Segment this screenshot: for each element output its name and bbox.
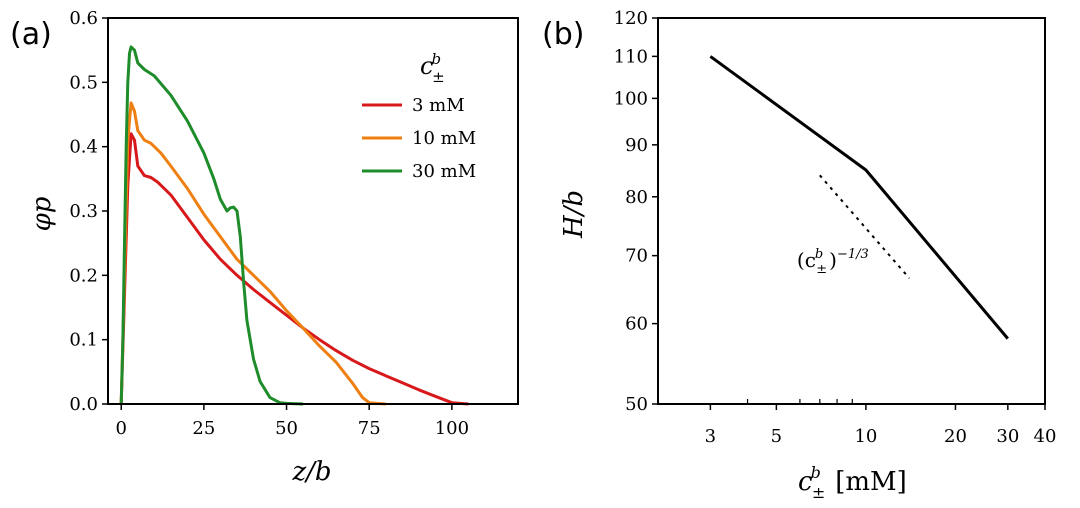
x-tick-label: 20 [944, 426, 967, 447]
panel-b-x-label-sub: ± [812, 483, 825, 502]
panel-a-x-axis-label: z/b [291, 457, 331, 487]
y-tick-label: 120 [614, 8, 648, 29]
x-tick-label: 5 [771, 426, 782, 447]
panel-b-label: (b) [542, 17, 584, 52]
slope-annotation-base: (c [797, 248, 816, 272]
reference-slope-line [819, 174, 911, 279]
panel-b-x-label-base: c [798, 467, 813, 497]
panel-b-x-ticks: 3 5 10 20 30 40 [705, 399, 1057, 447]
panel-a: (a) 0 25 50 75 100 0.0 0.1 0.2 0.3 0.4 0.5 0.6 z/b… [10, 8, 519, 487]
panel-a-label: (a) [10, 17, 52, 52]
panel-b-x-label-sup: b [811, 463, 821, 482]
legend-title-sub: ± [432, 68, 445, 86]
panel-b-series-group [709, 55, 1009, 340]
series-line-10mm [119, 101, 386, 406]
y-tick-label: 80 [625, 187, 648, 208]
legend-label-3mm: 3 mM [412, 95, 465, 116]
slope-annotation-sub: ± [816, 262, 827, 277]
y-tick-label: 100 [614, 88, 648, 109]
h-over-b-line [709, 55, 1009, 340]
y-tick-label: 60 [625, 314, 648, 335]
panel-a-frame [107, 17, 519, 405]
panel-b-x-axis-label: cb ± [mM] [798, 463, 907, 502]
panel-a-series-group [119, 45, 469, 406]
legend-title: cb ± [420, 50, 445, 86]
panel-b-y-ticks: 50 60 70 80 90 100 110 120 [614, 8, 658, 415]
legend-title-sup: b [431, 50, 441, 68]
y-tick-label: 0.0 [69, 394, 98, 415]
legend-label-30mm: 30 mM [412, 161, 476, 182]
y-tick-label: 50 [625, 394, 648, 415]
panel-a-x-ticks: 0 25 50 75 100 [115, 404, 469, 439]
y-tick-label: 90 [625, 135, 648, 156]
y-tick-label: 0.2 [69, 265, 98, 286]
x-tick-label: 30 [996, 426, 1019, 447]
x-tick-label: 40 [1034, 426, 1057, 447]
panel-a-legend: cb ± 3 mM 10 mM 30 mM [362, 50, 476, 182]
panel-b-frame [657, 17, 1046, 405]
panel-b-y-axis-label: H/b [559, 190, 589, 239]
slope-annotation: (cb ±)−1/3 [797, 247, 869, 277]
y-tick-label: 0.3 [69, 201, 98, 222]
slope-annotation-sup: b [815, 247, 823, 262]
y-tick-label: 0.4 [69, 137, 98, 158]
x-tick-label: 50 [275, 418, 298, 439]
x-tick-label: 75 [358, 418, 381, 439]
x-tick-label: 25 [192, 418, 215, 439]
x-tick-label: 10 [854, 426, 877, 447]
y-tick-label: 0.5 [69, 72, 98, 93]
legend-label-10mm: 10 mM [412, 128, 476, 149]
y-tick-label: 0.6 [69, 8, 98, 29]
panel-b-x-label-unit: [mM] [835, 467, 907, 497]
x-tick-label: 3 [705, 426, 716, 447]
slope-annotation-close: ) [829, 248, 837, 272]
x-tick-label: 100 [435, 418, 469, 439]
panel-a-y-axis-label: φp [27, 196, 57, 231]
y-tick-label: 70 [625, 246, 648, 267]
series-line-3mm [119, 132, 469, 406]
y-tick-label: 110 [614, 46, 648, 67]
panel-a-y-ticks: 0.0 0.1 0.2 0.3 0.4 0.5 0.6 [69, 8, 108, 415]
slope-annotation-power: −1/3 [837, 247, 869, 262]
legend-title-base: c [420, 52, 433, 80]
y-tick-label: 0.1 [69, 330, 98, 351]
x-tick-label: 0 [115, 418, 126, 439]
series-line-30mm [119, 45, 304, 406]
